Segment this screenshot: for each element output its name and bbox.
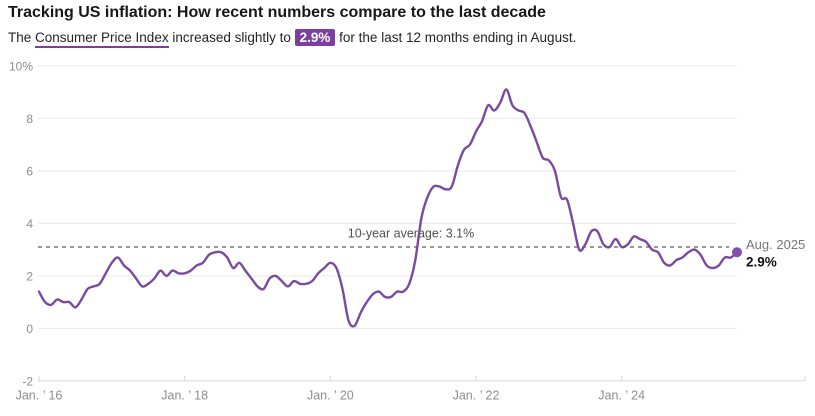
average-line-label: 10-year average: 3.1% bbox=[348, 227, 474, 241]
x-tick-label: Jan. ’ 20 bbox=[307, 389, 354, 403]
subtitle-mid: increased slightly to bbox=[168, 30, 295, 45]
y-tick-label: 8 bbox=[26, 112, 33, 126]
x-tick-label: Jan. ’ 22 bbox=[453, 389, 500, 403]
y-tick-label: 0 bbox=[26, 322, 33, 336]
end-value-label: 2.9% bbox=[746, 254, 777, 269]
y-tick-label: -2 bbox=[22, 374, 33, 388]
end-date-label: Aug. 2025 bbox=[746, 237, 805, 252]
x-tick-label: Jan. ’ 18 bbox=[161, 389, 208, 403]
value-badge: 2.9% bbox=[294, 29, 336, 46]
y-tick-label: 2 bbox=[26, 269, 33, 283]
x-axis-labels: Jan. ’ 16 Jan. ’ 18 Jan. ’ 20 Jan. ’ 22 Jan.… bbox=[16, 389, 646, 403]
subtitle-suffix: for the last 12 months ending in August. bbox=[335, 30, 577, 45]
subtitle-prefix: The bbox=[8, 30, 36, 45]
average-line-group: 10-year average: 3.1% bbox=[38, 227, 729, 248]
end-dot bbox=[732, 247, 742, 258]
cpi-line bbox=[37, 88, 739, 328]
x-axis bbox=[38, 375, 806, 382]
y-tick-label: 6 bbox=[26, 164, 33, 178]
cpi-link[interactable]: Consumer Price Index bbox=[35, 30, 169, 48]
y-tick-label: 10% bbox=[9, 59, 33, 73]
page-title: Tracking US inflation: How recent number… bbox=[8, 4, 546, 21]
x-tick-label: Jan. ’ 16 bbox=[16, 389, 63, 403]
y-axis-labels: 10% 8 6 4 2 0 -2 bbox=[9, 59, 33, 388]
y-tick-label: 4 bbox=[26, 217, 33, 231]
x-tick-label: Jan. ’ 24 bbox=[598, 389, 645, 403]
chart-subtitle: The Consumer Price Index increased sligh… bbox=[8, 29, 798, 48]
gridlines bbox=[38, 65, 737, 329]
chart-header: Tracking US inflation: How recent number… bbox=[8, 3, 798, 48]
